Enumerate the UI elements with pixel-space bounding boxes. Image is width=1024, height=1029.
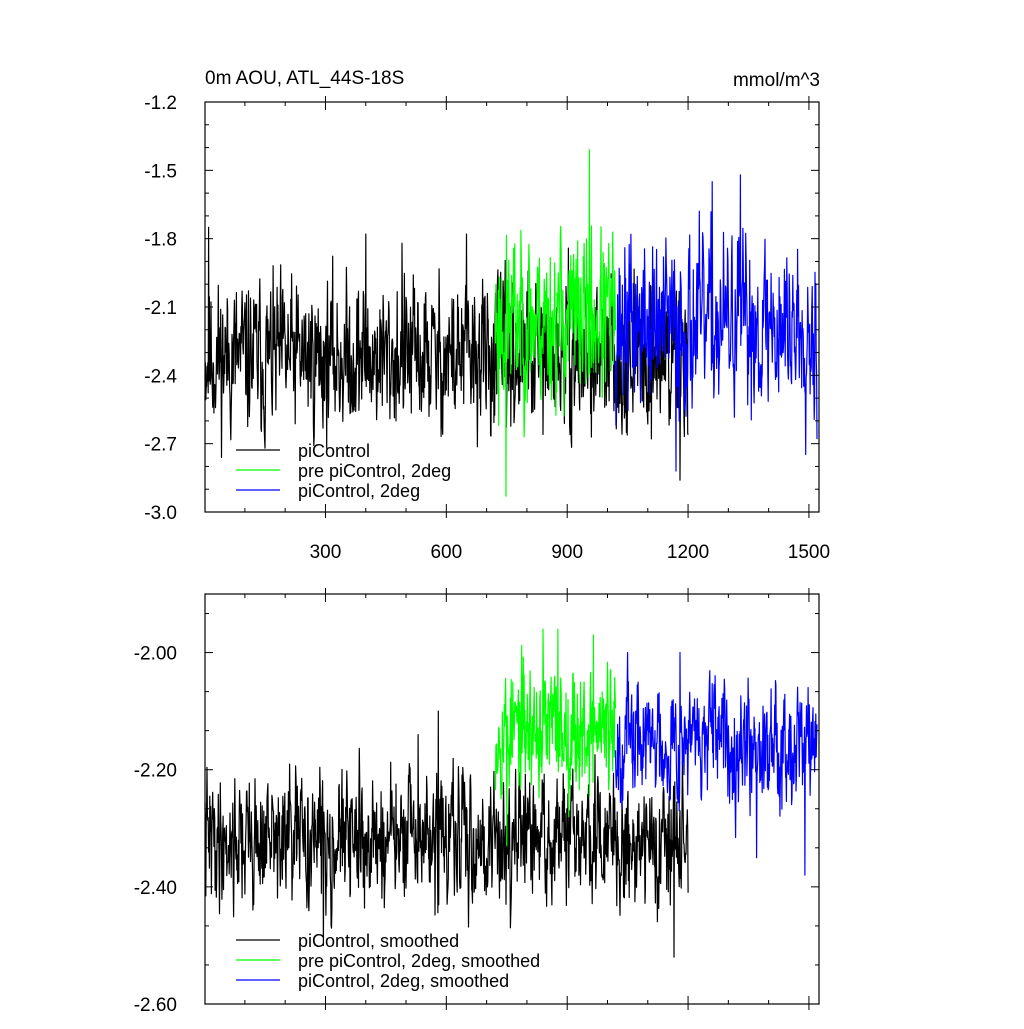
y-tick-label: -2.40 bbox=[134, 878, 177, 899]
bottom-panel: -2.00 -2.20 -2.40 -2.60 piControl, smoothed… bbox=[134, 588, 820, 1016]
legend: piControl, smoothed pre piControl, 2deg,… bbox=[236, 931, 540, 991]
legend-label: piControl, 2deg, smoothed bbox=[298, 971, 509, 991]
legend-item: piControl bbox=[236, 441, 370, 461]
x-tick-label: 1200 bbox=[667, 542, 709, 563]
x-tick-label: 300 bbox=[310, 542, 342, 563]
y-tick-label: -2.60 bbox=[134, 995, 177, 1016]
legend-item: pre piControl, 2deg, smoothed bbox=[236, 951, 540, 971]
legend-label: piControl, 2deg bbox=[298, 481, 420, 501]
legend-item: pre piControl, 2deg bbox=[236, 461, 451, 481]
series-line bbox=[204, 710, 689, 958]
legend-item: piControl, smoothed bbox=[236, 931, 459, 951]
series-line bbox=[494, 628, 617, 847]
y-tick-label: -3.0 bbox=[144, 503, 177, 524]
y-tick-label: -2.20 bbox=[134, 761, 177, 782]
y-tick-label: -2.00 bbox=[134, 644, 177, 665]
y-tick-label: -2.4 bbox=[144, 366, 177, 387]
legend-item: piControl, 2deg bbox=[236, 481, 420, 501]
x-tick-label: 900 bbox=[551, 542, 583, 563]
y-tick-label: -2.1 bbox=[144, 298, 177, 319]
legend-label: pre piControl, 2deg, smoothed bbox=[298, 951, 540, 971]
plot-frame bbox=[204, 593, 820, 1005]
legend-label: pre piControl, 2deg bbox=[298, 461, 451, 481]
units-label: mmol/m^3 bbox=[733, 70, 820, 91]
x-tick-label: 1500 bbox=[788, 542, 830, 563]
y-tick-label: -1.8 bbox=[144, 230, 177, 251]
x-tick-label: 600 bbox=[430, 542, 462, 563]
series-line bbox=[204, 226, 689, 481]
series-line bbox=[614, 651, 818, 876]
top-panel: 0m AOU, ATL_44S-18S mmol/m^3 -1.2 -1.5 -1.… bbox=[144, 68, 830, 563]
legend-item: piControl, 2deg, smoothed bbox=[236, 971, 509, 991]
y-tick-label: -1.5 bbox=[144, 161, 177, 182]
chart-title: 0m AOU, ATL_44S-18S bbox=[205, 68, 404, 89]
legend-label: piControl bbox=[298, 441, 370, 461]
y-tick-label: -1.2 bbox=[144, 93, 177, 114]
legend: piControl pre piControl, 2deg piControl,… bbox=[236, 441, 451, 501]
y-tick-label: -2.7 bbox=[144, 435, 177, 456]
series-line bbox=[494, 149, 617, 497]
legend-label: piControl, smoothed bbox=[298, 931, 459, 951]
series-line bbox=[614, 174, 818, 472]
